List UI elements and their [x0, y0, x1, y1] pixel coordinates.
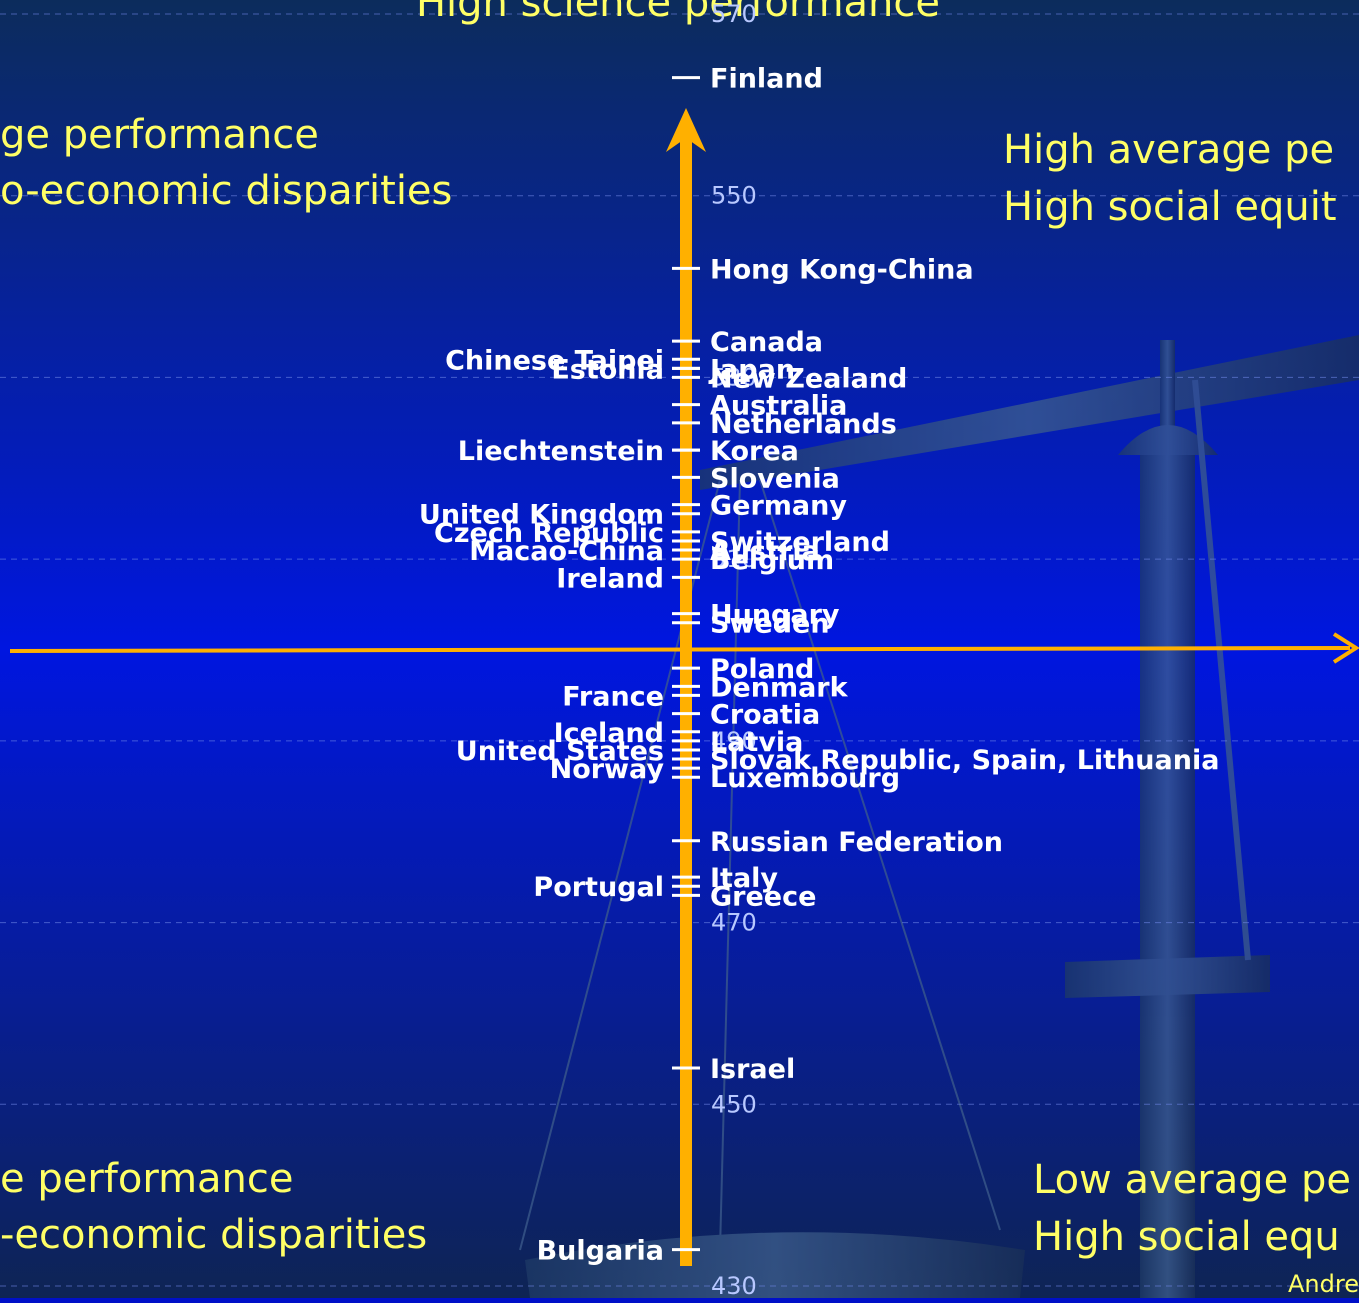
label-slovenia: Slovenia [710, 463, 840, 494]
quadrant-labels: ge performance o-economic disparities Hi… [0, 112, 1351, 1260]
quadrant-top-left-line-2: o-economic disparities [0, 168, 452, 214]
x-axis-arrow [1332, 632, 1359, 664]
label-denmark: Denmark [710, 672, 849, 703]
label-czech-republic: Czech Republic [434, 518, 664, 549]
label-italy: Italy [710, 863, 778, 894]
label-israel: Israel [710, 1054, 795, 1085]
label-croatia: Croatia [710, 700, 820, 731]
quadrant-bottom-left-line-1: e performance [0, 1156, 294, 1202]
label-finland: Finland [710, 64, 823, 95]
label-sweden: Sweden [710, 609, 830, 640]
label-united-kingdom: United Kingdom [419, 500, 664, 531]
label-chinese-taipei: Chinese Taipei [445, 345, 664, 376]
label-belgium: Belgium [710, 545, 834, 576]
label-liechtenstein: Liechtenstein [458, 436, 664, 467]
quadrant-bottom-left-line-2: -economic disparities [0, 1212, 427, 1258]
label-russian-federation: Russian Federation [710, 827, 1003, 858]
label-canada: Canada [710, 327, 823, 358]
label-france: France [562, 681, 664, 712]
label-latvia: Latvia [710, 727, 803, 758]
y-tick-label-530: 530 [711, 363, 757, 391]
label-hong-kong-china: Hong Kong-China [710, 254, 974, 285]
label-germany: Germany [710, 491, 847, 522]
label-iceland: Iceland [554, 718, 664, 749]
y-tick-label-490: 490 [711, 727, 757, 755]
label-poland: Poland [710, 654, 814, 685]
quadrant-top-left-line-1: ge performance [0, 112, 319, 158]
label-new-zealand: New Zealand [710, 363, 907, 394]
country-marks [672, 76, 700, 1252]
label-estonia: Estonia [551, 354, 664, 385]
label-slovak-republic-spain-lithuania: Slovak Republic, Spain, Lithuania [710, 745, 1219, 776]
label-hungary: Hungary [710, 600, 840, 631]
label-ireland: Ireland [556, 563, 664, 594]
y-axis-arrow [666, 108, 706, 152]
label-greece: Greece [710, 881, 816, 912]
author-credit: Andre [1288, 1270, 1359, 1298]
quadrant-top-right-line-2: High social equit [1003, 184, 1337, 230]
y-tick-label-510: 510 [711, 545, 757, 573]
label-netherlands: Netherlands [710, 409, 897, 440]
label-japan: Japan [708, 354, 795, 385]
y-tick-label-570: 570 [711, 0, 757, 28]
label-switzerland: Switzerland [710, 527, 890, 558]
label-united-states: United States [456, 736, 664, 767]
label-korea: Korea [710, 436, 799, 467]
label-norway: Norway [550, 754, 665, 785]
y-tick-label-430: 430 [711, 1272, 757, 1298]
y-tick-label-450: 450 [711, 1090, 757, 1118]
axes [9, 108, 1359, 1266]
quadrant-bottom-right-line-1: Low average pe [1033, 1157, 1351, 1203]
y-axis-line [680, 138, 692, 1266]
y-tick-labels: 430 450 470 490 510 530 550 570 [711, 0, 757, 1300]
balance-scale-decoration [519, 335, 1359, 1298]
country-labels: Finland Hong Kong-China Canada Chinese Taip… [419, 64, 1220, 1267]
quadrant-top-right-line-1: High average pe [1003, 127, 1334, 173]
label-bulgaria: Bulgaria [537, 1236, 664, 1267]
label-macao-china: Macao-China [469, 536, 664, 567]
label-portugal: Portugal [533, 872, 664, 903]
y-tick-label-470: 470 [711, 909, 757, 937]
label-luxembourg: Luxembourg [710, 763, 900, 794]
y-tick-label-550: 550 [711, 182, 757, 210]
quadrant-bottom-right-line-2: High social equ [1033, 1214, 1340, 1260]
chart-title: High science performance [416, 0, 940, 26]
label-australia: Australia [710, 391, 847, 422]
label-austria: Austria [710, 536, 820, 567]
